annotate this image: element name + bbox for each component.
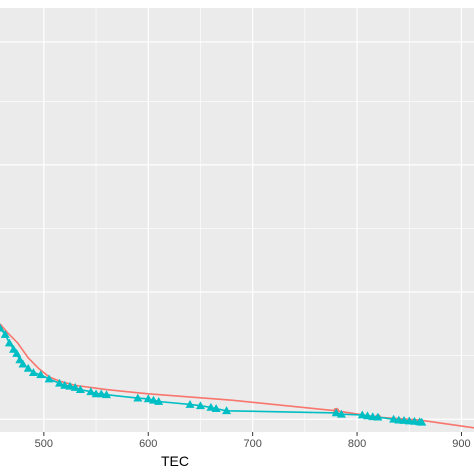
x-tick-label-4: 900 <box>452 438 470 450</box>
series-1-point-12 <box>60 380 70 389</box>
x-tick-label-0: 500 <box>35 438 53 450</box>
grid-minor <box>0 8 474 432</box>
x-tick-label-1: 600 <box>139 438 157 450</box>
series-1-point-34 <box>373 412 383 421</box>
series-1-point-19 <box>101 390 111 399</box>
series-1-point-35 <box>389 414 399 423</box>
series-1-point-30 <box>336 409 346 418</box>
series-1-point-15 <box>75 385 85 393</box>
x-tick-label-3: 800 <box>348 438 366 450</box>
series-1-point-16 <box>86 387 96 396</box>
series-1-point-24 <box>185 399 195 408</box>
series-1-point-10 <box>44 374 54 383</box>
series-1-point-28 <box>222 406 232 415</box>
series-1-point-27 <box>211 404 221 413</box>
series-1-point-1 <box>0 329 10 338</box>
series-1-point-21 <box>143 394 153 403</box>
series-1-point-20 <box>133 393 143 402</box>
series-1-point-14 <box>70 382 80 391</box>
series-1-point-2 <box>4 338 14 347</box>
series-1-point-31 <box>357 410 367 419</box>
series-1-point-4 <box>12 349 22 357</box>
x-axis: 500 600 700 800 900 <box>35 432 471 450</box>
series-1-point-11 <box>55 378 65 387</box>
series-1-point-9 <box>36 370 46 379</box>
series-1-point-32 <box>363 411 373 420</box>
x-axis-title: TEC <box>161 453 189 469</box>
x-tick-label-2: 700 <box>243 438 261 450</box>
series-1-point-8 <box>28 368 38 377</box>
series-1-point-26 <box>206 402 216 411</box>
series-1-point-23 <box>154 396 164 405</box>
series-1-point-18 <box>96 389 106 398</box>
series-1-point-13 <box>65 381 75 390</box>
series-1-point-41 <box>417 417 427 426</box>
series-layer <box>0 323 474 429</box>
series-1-point-22 <box>148 395 158 404</box>
series-1-point-6 <box>18 359 28 368</box>
plot-panel <box>0 8 474 432</box>
series-1-point-25 <box>195 401 205 410</box>
series-1-point-29 <box>331 408 341 417</box>
series-1-point-0 <box>0 323 5 332</box>
series-1-point-7 <box>23 363 33 372</box>
